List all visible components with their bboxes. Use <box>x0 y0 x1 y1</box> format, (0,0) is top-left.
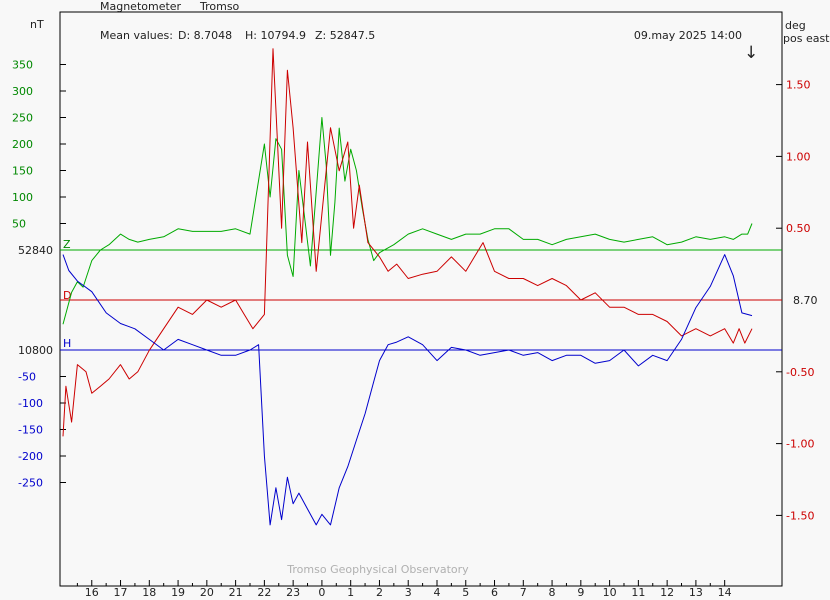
z-series-line <box>62 117 753 325</box>
z-axis-tick-label: 300 <box>12 85 33 98</box>
x-tick-label: 11 <box>631 586 645 599</box>
z-series-letter: Z <box>63 238 71 251</box>
x-tick-label: 14 <box>718 586 732 599</box>
mean-z-value: Z: 52847.5 <box>315 29 375 42</box>
x-tick-label: 7 <box>520 586 527 599</box>
d-axis-tick-label: -1.50 <box>786 509 814 522</box>
h-series-letter: H <box>63 337 71 350</box>
h-axis-tick-label: -50 <box>18 371 36 384</box>
d-axis-tick-label: 1.00 <box>786 150 811 163</box>
z-axis-tick-label: 350 <box>12 59 33 72</box>
x-tick-label: 0 <box>318 586 325 599</box>
d-series-letter: D <box>63 289 71 302</box>
x-tick-label: 5 <box>462 586 469 599</box>
z-baseline-label: 52840 <box>18 244 53 257</box>
z-axis-tick-label: 200 <box>12 138 33 151</box>
z-axis-tick-label: 100 <box>12 191 33 204</box>
x-tick-label: 18 <box>142 586 156 599</box>
x-tick-label: 22 <box>257 586 271 599</box>
left-unit-label: nT <box>30 18 44 31</box>
d-baseline-label: 8.70 <box>793 294 818 307</box>
h-axis-tick-label: -250 <box>18 477 43 490</box>
h-axis-tick-label: -100 <box>18 397 43 410</box>
time-marker-arrow-icon: ↓ <box>744 43 758 63</box>
x-tick-label: 2 <box>376 586 383 599</box>
footer-credit: Tromso Geophysical Observatory <box>286 563 469 576</box>
x-tick-label: 13 <box>689 586 703 599</box>
timestamp-label: 09.may 2025 14:00 <box>634 29 742 42</box>
x-tick-label: 17 <box>114 586 128 599</box>
mean-h-value: H: 10794.9 <box>245 29 306 42</box>
x-tick-label: 23 <box>286 586 300 599</box>
h-baseline-label: 10800 <box>18 344 53 357</box>
d-series-line <box>62 48 753 437</box>
h-axis-tick-label: -200 <box>18 450 43 463</box>
x-tick-label: 1 <box>347 586 354 599</box>
instrument-title: Magnetometer <box>100 0 182 13</box>
x-tick-label: 8 <box>549 586 556 599</box>
x-tick-label: 20 <box>200 586 214 599</box>
station-title: Tromso <box>199 0 240 13</box>
mean-d-value: D: 8.7048 <box>178 29 232 42</box>
z-axis-tick-label: 150 <box>12 165 33 178</box>
d-axis-tick-label: 0.50 <box>786 222 811 235</box>
plot-frame <box>59 11 783 587</box>
x-tick-label: 21 <box>229 586 243 599</box>
x-tick-label: 3 <box>405 586 412 599</box>
x-tick-label: 12 <box>660 586 674 599</box>
z-axis-tick-label: 250 <box>12 112 33 125</box>
right-unit-label-deg: deg <box>785 19 806 32</box>
x-tick-label: 10 <box>603 586 617 599</box>
x-tick-label: 19 <box>171 586 185 599</box>
mean-values-label: Mean values: <box>100 29 173 42</box>
right-unit-label-pos-east: pos east <box>783 32 830 45</box>
x-tick-label: 4 <box>433 586 440 599</box>
x-tick-label: 9 <box>577 586 584 599</box>
d-axis-tick-label: -0.50 <box>786 366 814 379</box>
z-axis-tick-label: 50 <box>12 218 26 231</box>
x-tick-label: 6 <box>491 586 498 599</box>
x-tick-label: 16 <box>85 586 99 599</box>
d-axis-tick-label: 1.50 <box>786 79 811 92</box>
h-series-line <box>62 254 753 526</box>
d-axis-tick-label: -1.00 <box>786 438 814 451</box>
h-axis-tick-label: -150 <box>18 424 43 437</box>
